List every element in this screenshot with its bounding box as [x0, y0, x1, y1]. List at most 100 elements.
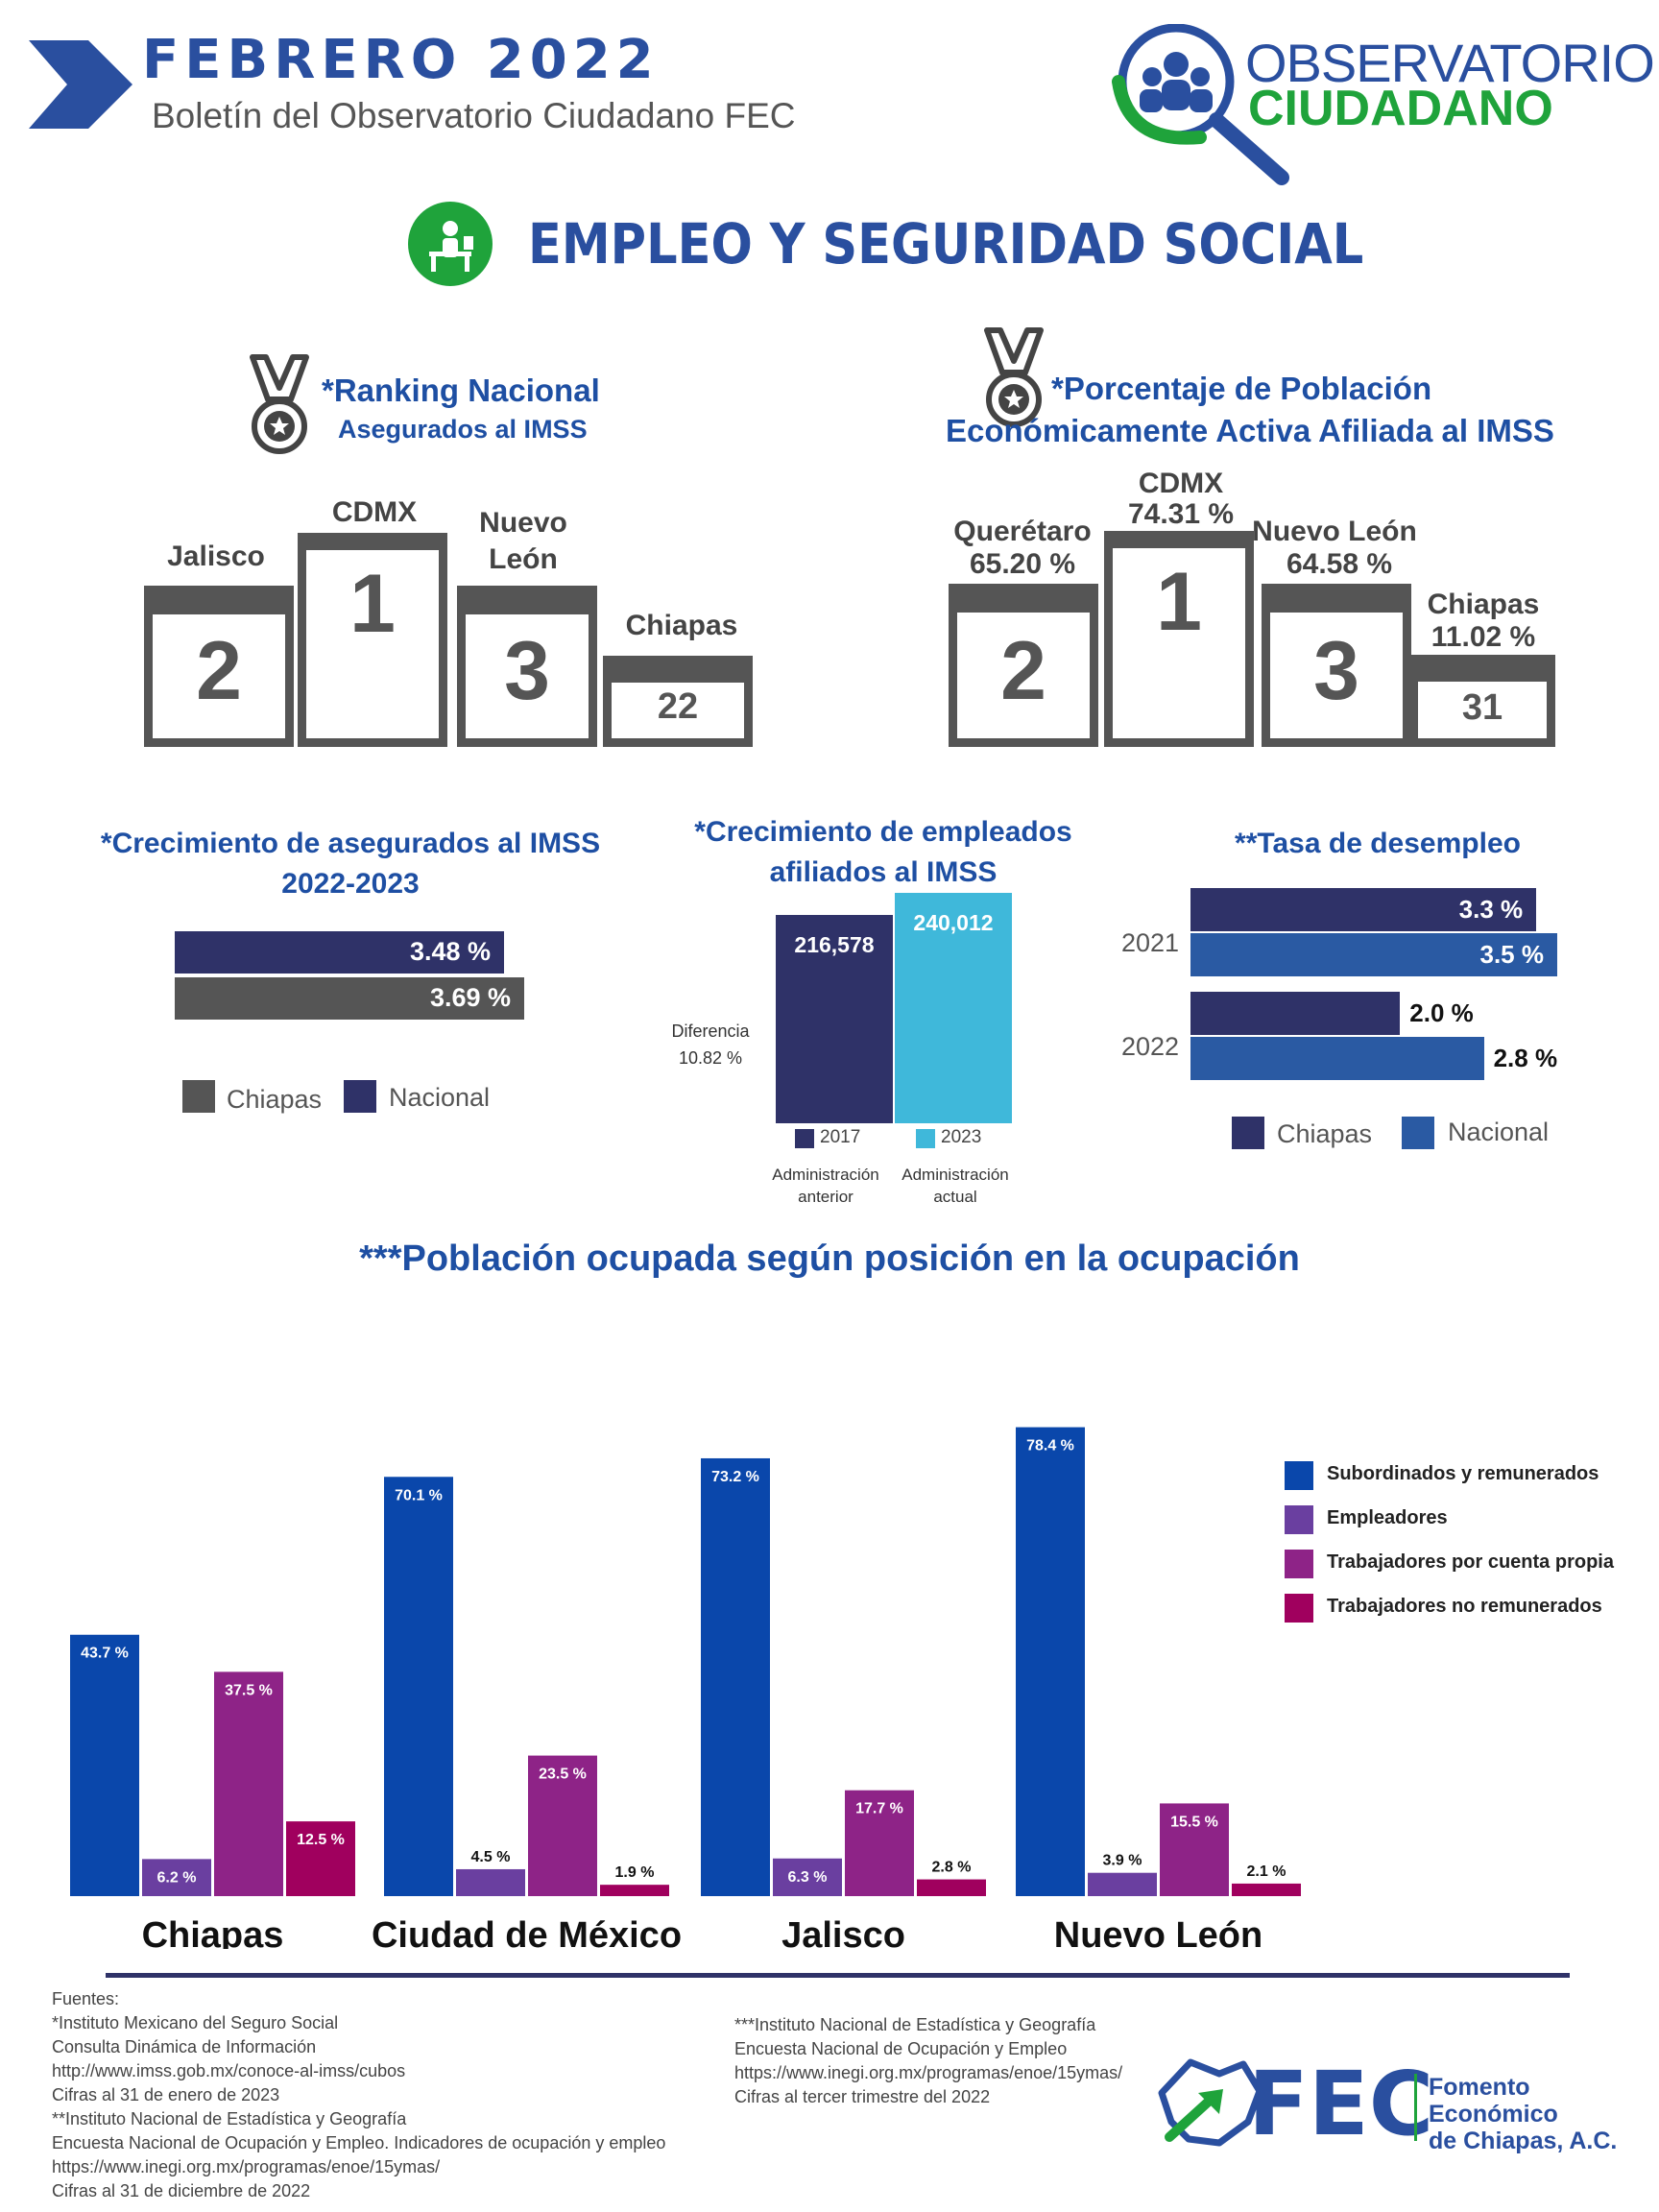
- occupation-bar: [1232, 1883, 1301, 1896]
- occupation-bar: [1016, 1427, 1085, 1896]
- bar-2017: 216,578: [776, 915, 893, 1123]
- pea-box-2: [949, 584, 1098, 747]
- source-line: https://www.inegi.org.mx/programas/enoe/…: [52, 2157, 441, 2176]
- bar-nacional-2022: [1190, 1037, 1484, 1080]
- bar-value-label: 3.48 %: [409, 937, 492, 966]
- occupation-bar: [917, 1879, 986, 1896]
- occupation-bar: [528, 1755, 597, 1896]
- occupation-title: ***Población ocupada según posición en l…: [359, 1238, 1300, 1279]
- occupation-chart: 43.7 % 6.2 % 37.5 % 12.5 % Chiapas 70.1 % 4.5 …: [70, 1427, 1301, 1949]
- legend-label-chiapas: Chiapas: [227, 1085, 323, 1114]
- legend-swatch-chiapas: [1232, 1117, 1264, 1149]
- legend-label: Subordinados y remunerados: [1327, 1463, 1599, 1484]
- pea-label-3: Nuevo León: [1252, 516, 1417, 547]
- occupation-category-label: Jalisco: [781, 1915, 905, 1949]
- bar-value-label: 3.5 %: [1479, 940, 1545, 969]
- occupation-bar: [600, 1885, 669, 1896]
- pea-label-4: Chiapas: [1427, 589, 1540, 620]
- observatorio-logo: OBSERVATORIO CIUDADANO: [1109, 24, 1655, 187]
- pea-label-2: Querétaro: [953, 516, 1092, 547]
- note-line: Administración: [902, 1166, 1009, 1184]
- occupation-bar-label: 4.5 %: [471, 1849, 511, 1865]
- pea-pos-2: 2: [1000, 625, 1046, 717]
- occupation-bar-label: 6.2 %: [157, 1869, 197, 1886]
- source-line: Cifras al 31 de diciembre de 2022: [52, 2181, 311, 2200]
- footer-divider: [106, 1973, 1570, 1978]
- chevron-arrow-icon: [29, 40, 132, 129]
- sources-right: ***Instituto Nacional de Estadística y G…: [734, 2013, 1214, 2109]
- occupation-bar: [384, 1477, 453, 1896]
- bar-nacional-2021: 3.5 %: [1190, 933, 1557, 976]
- podium-box-4: [603, 656, 753, 747]
- pea-value-1: 74.31 %: [1127, 498, 1235, 530]
- occupation-bar: [701, 1457, 770, 1896]
- occupation-bar-label: 73.2 %: [711, 1469, 759, 1485]
- worker-desk-icon: [408, 202, 493, 286]
- podium-box-1: [298, 533, 447, 747]
- note-current-administration: Administración actual: [888, 1164, 1022, 1208]
- occupation-bar: [1088, 1872, 1157, 1896]
- legend-label: Trabajadores no remunerados: [1327, 1596, 1602, 1617]
- fec-acronym: FEC: [1248, 2053, 1434, 2155]
- legend-swatch: [1285, 1594, 1313, 1623]
- source-line: Encuesta Nacional de Ocupación y Empleo: [734, 2039, 1068, 2058]
- occupation-bar-label: 78.4 %: [1026, 1438, 1074, 1455]
- occupation-bar: [456, 1868, 525, 1896]
- year-label-2022: 2022: [1121, 1032, 1180, 1061]
- fec-divider: [1414, 2074, 1417, 2141]
- magnifier-people-icon: [1112, 24, 1289, 185]
- ranking-label-4: Chiapas: [625, 610, 738, 641]
- occupation-bar-label: 1.9 %: [615, 1864, 655, 1881]
- legend-swatch-nacional: [344, 1080, 376, 1113]
- pea-pos-4: 31: [1461, 687, 1503, 728]
- source-line: Cifras al 31 de enero de 2023: [52, 2085, 280, 2104]
- legend-swatch-chiapas: [182, 1080, 215, 1113]
- fec-name-line1: Fomento Económico: [1429, 2074, 1558, 2128]
- ranking-pos-2: 2: [196, 625, 242, 717]
- source-line: http://www.imss.gob.mx/conoce-al-imss/cu…: [52, 2061, 406, 2080]
- bar-value-label: 3.69 %: [429, 983, 511, 1012]
- pea-pos-1: 1: [1156, 556, 1202, 648]
- ranking-subtitle: Asegurados al IMSS: [338, 415, 588, 444]
- ranking-title: *Ranking Nacional: [322, 373, 600, 408]
- medal-icon: [984, 327, 1044, 427]
- note-line: actual: [933, 1188, 977, 1206]
- bar-chiapas: 3.69 %: [173, 975, 526, 1022]
- legend-swatch-nacional: [1402, 1117, 1434, 1149]
- occupation-bar-label: 23.5 %: [539, 1767, 587, 1783]
- bar-value-label: 216,578: [794, 932, 875, 958]
- pea-title: *Porcentaje de Población: [1051, 371, 1432, 406]
- occupation-bar: [1160, 1803, 1229, 1896]
- ranking-label-1: CDMX: [331, 496, 418, 528]
- source-line: Encuesta Nacional de Ocupación y Empleo.…: [52, 2133, 666, 2152]
- growth-employees-chart: 216,578 240,012: [776, 883, 1016, 1123]
- ranking-pos-1: 1: [349, 558, 396, 650]
- pea-box-3: [1262, 584, 1411, 747]
- medal-icon: [250, 354, 309, 454]
- legend-label-2017: 2017: [820, 1127, 861, 1147]
- bar-chiapas-2022: [1190, 992, 1401, 1035]
- source-line: *Instituto Mexicano del Seguro Social: [52, 2013, 339, 2032]
- ranking-label-2: Jalisco: [167, 541, 265, 572]
- occupation-category-label: Nuevo León: [1054, 1915, 1262, 1949]
- occupation-bar: [286, 1821, 355, 1896]
- note-line: anterior: [798, 1188, 854, 1206]
- bulletin-subtitle: Boletín del Observatorio Ciudadano FEC: [152, 96, 796, 135]
- ranking-pos-3: 3: [504, 625, 550, 717]
- section-title: EMPLEO Y SEGURIDAD SOCIAL: [528, 211, 1364, 276]
- source-line: ***Instituto Nacional de Estadística y G…: [734, 2015, 1096, 2034]
- growth-employees-title-line2: afiliados al IMSS: [769, 856, 998, 888]
- occupation-bar: [845, 1790, 914, 1896]
- legend-label-2023: 2023: [941, 1127, 982, 1147]
- occupation-bar-label: 6.3 %: [788, 1869, 828, 1886]
- occupation-bar-label: 2.1 %: [1247, 1863, 1286, 1880]
- bar-value-label: 240,012: [913, 910, 994, 935]
- source-line: Cifras al tercer trimestre del 2022: [734, 2087, 991, 2106]
- difference-note: Diferencia 10.82 %: [662, 1018, 758, 1071]
- legend-label: Empleadores: [1327, 1507, 1448, 1528]
- bar-nacional: 3.48 %: [173, 929, 507, 975]
- pea-subtitle: Económicamente Activa Afiliada al IMSS: [946, 413, 1554, 448]
- pea-value-2: 65.20 %: [969, 548, 1076, 580]
- legend-swatch-2017: [795, 1129, 814, 1148]
- growth-insured-chart: 3.48 % 3.69 %: [173, 929, 557, 1025]
